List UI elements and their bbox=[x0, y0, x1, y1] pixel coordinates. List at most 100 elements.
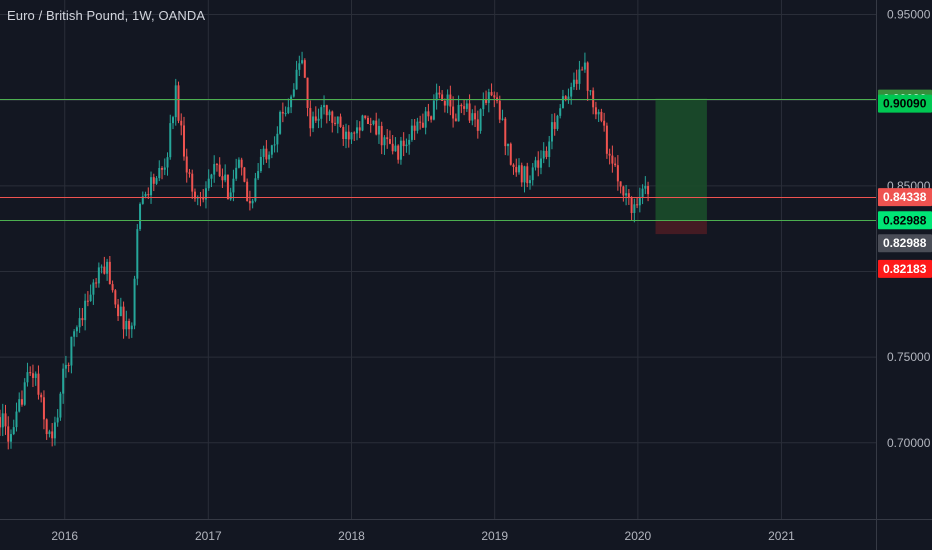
candle-body-up bbox=[229, 192, 232, 200]
candle-body-up bbox=[312, 116, 315, 129]
candle-body-down bbox=[0, 417, 1, 428]
time-tick-label: 2021 bbox=[768, 529, 795, 543]
candle-body-down bbox=[182, 125, 185, 157]
candle-body-down bbox=[37, 373, 40, 395]
candle-body-up bbox=[523, 166, 526, 183]
candle-body-up bbox=[482, 99, 485, 110]
candle-body-down bbox=[347, 131, 350, 140]
candle-body-up bbox=[89, 294, 92, 302]
candle-body-down bbox=[474, 113, 477, 120]
candle-body-up bbox=[48, 431, 51, 435]
candle-body-down bbox=[111, 284, 114, 291]
candle-body-down bbox=[614, 163, 617, 166]
price-badge-label: 0.84338 bbox=[883, 190, 927, 204]
candle-body-down bbox=[122, 306, 125, 330]
candle-body-down bbox=[520, 165, 523, 183]
candle-body-down bbox=[493, 95, 496, 98]
candle-body-down bbox=[334, 122, 337, 124]
candle-body-up bbox=[534, 160, 537, 168]
candle-body-up bbox=[133, 278, 136, 326]
symbol-title: Euro / British Pound, 1W, OANDA bbox=[7, 8, 206, 23]
candle-body-up bbox=[471, 113, 474, 121]
candle-body-down bbox=[622, 186, 625, 196]
price-badge-label: 0.82988 bbox=[883, 236, 927, 250]
time-tick-label: 2019 bbox=[481, 529, 508, 543]
candle-body-down bbox=[608, 153, 611, 156]
candle-body-up bbox=[287, 107, 290, 114]
candle-body-down bbox=[594, 107, 597, 115]
candle-body-down bbox=[147, 193, 150, 196]
candle-body-up bbox=[207, 178, 210, 189]
candle-body-up bbox=[328, 111, 331, 116]
candle-body-up bbox=[15, 411, 18, 428]
candle-body-up bbox=[18, 399, 21, 412]
candle-body-down bbox=[339, 116, 342, 127]
candle-body-up bbox=[336, 116, 339, 124]
candle-body-down bbox=[4, 413, 7, 427]
candle-body-up bbox=[559, 108, 562, 116]
candle-body-down bbox=[564, 96, 567, 100]
candle-body-up bbox=[518, 165, 521, 173]
candle-body-up bbox=[408, 139, 411, 145]
candle-body-down bbox=[180, 120, 183, 126]
candle-body-up bbox=[172, 117, 175, 124]
candle-body-up bbox=[465, 103, 468, 109]
candle-body-down bbox=[40, 394, 43, 398]
candle-body-up bbox=[262, 148, 265, 157]
candle-body-down bbox=[630, 197, 633, 214]
candle-body-up bbox=[625, 193, 628, 196]
candle-body-up bbox=[487, 92, 490, 103]
candle-layer bbox=[0, 51, 650, 450]
candle-body-up bbox=[405, 144, 408, 147]
candle-body-up bbox=[589, 90, 592, 92]
candle-body-down bbox=[240, 159, 243, 168]
candle-body-up bbox=[290, 96, 293, 108]
candle-body-up bbox=[507, 143, 510, 147]
candle-body-down bbox=[603, 120, 606, 126]
candle-body-down bbox=[215, 164, 218, 166]
candle-body-up bbox=[572, 79, 575, 87]
candle-body-up bbox=[155, 178, 158, 184]
candle-body-up bbox=[301, 60, 304, 64]
candle-body-down bbox=[45, 419, 48, 435]
candle-body-down bbox=[386, 137, 389, 140]
candle-body-down bbox=[331, 111, 334, 123]
candle-body-up bbox=[9, 434, 12, 442]
candle-body-down bbox=[108, 261, 111, 285]
price-badge bbox=[878, 94, 932, 113]
candle-body-up bbox=[12, 427, 15, 435]
candle-body-up bbox=[561, 96, 564, 109]
candle-body-down bbox=[81, 318, 84, 321]
candle-body-down bbox=[490, 92, 493, 96]
candle-body-up bbox=[298, 63, 301, 70]
candle-body-up bbox=[355, 127, 358, 134]
candle-body-up bbox=[372, 120, 375, 125]
candle-body-up bbox=[383, 137, 386, 146]
candle-body-down bbox=[421, 122, 424, 128]
candle-body-up bbox=[136, 229, 139, 279]
candle-body-down bbox=[188, 172, 191, 174]
time-tick-label: 2016 bbox=[51, 529, 78, 543]
candle-body-up bbox=[163, 167, 166, 170]
candle-body-down bbox=[42, 397, 45, 420]
candle-body-down bbox=[391, 143, 394, 152]
candle-body-up bbox=[232, 178, 235, 193]
candle-body-up bbox=[548, 141, 551, 157]
time-tick-label: 2018 bbox=[338, 529, 365, 543]
candle-body-up bbox=[446, 94, 449, 106]
candle-body-up bbox=[56, 417, 59, 423]
candle-body-down bbox=[248, 201, 251, 204]
candle-body-up bbox=[92, 282, 95, 295]
candle-body-down bbox=[20, 399, 23, 405]
candle-body-up bbox=[166, 157, 169, 168]
candle-body-down bbox=[575, 79, 578, 84]
candle-body-down bbox=[369, 124, 372, 126]
position-zone-layer bbox=[655, 98, 707, 235]
candle-body-up bbox=[410, 125, 413, 140]
candle-body-up bbox=[268, 154, 271, 160]
candle-body-up bbox=[394, 145, 397, 152]
candle-body-down bbox=[611, 155, 614, 164]
candle-body-up bbox=[323, 105, 326, 108]
